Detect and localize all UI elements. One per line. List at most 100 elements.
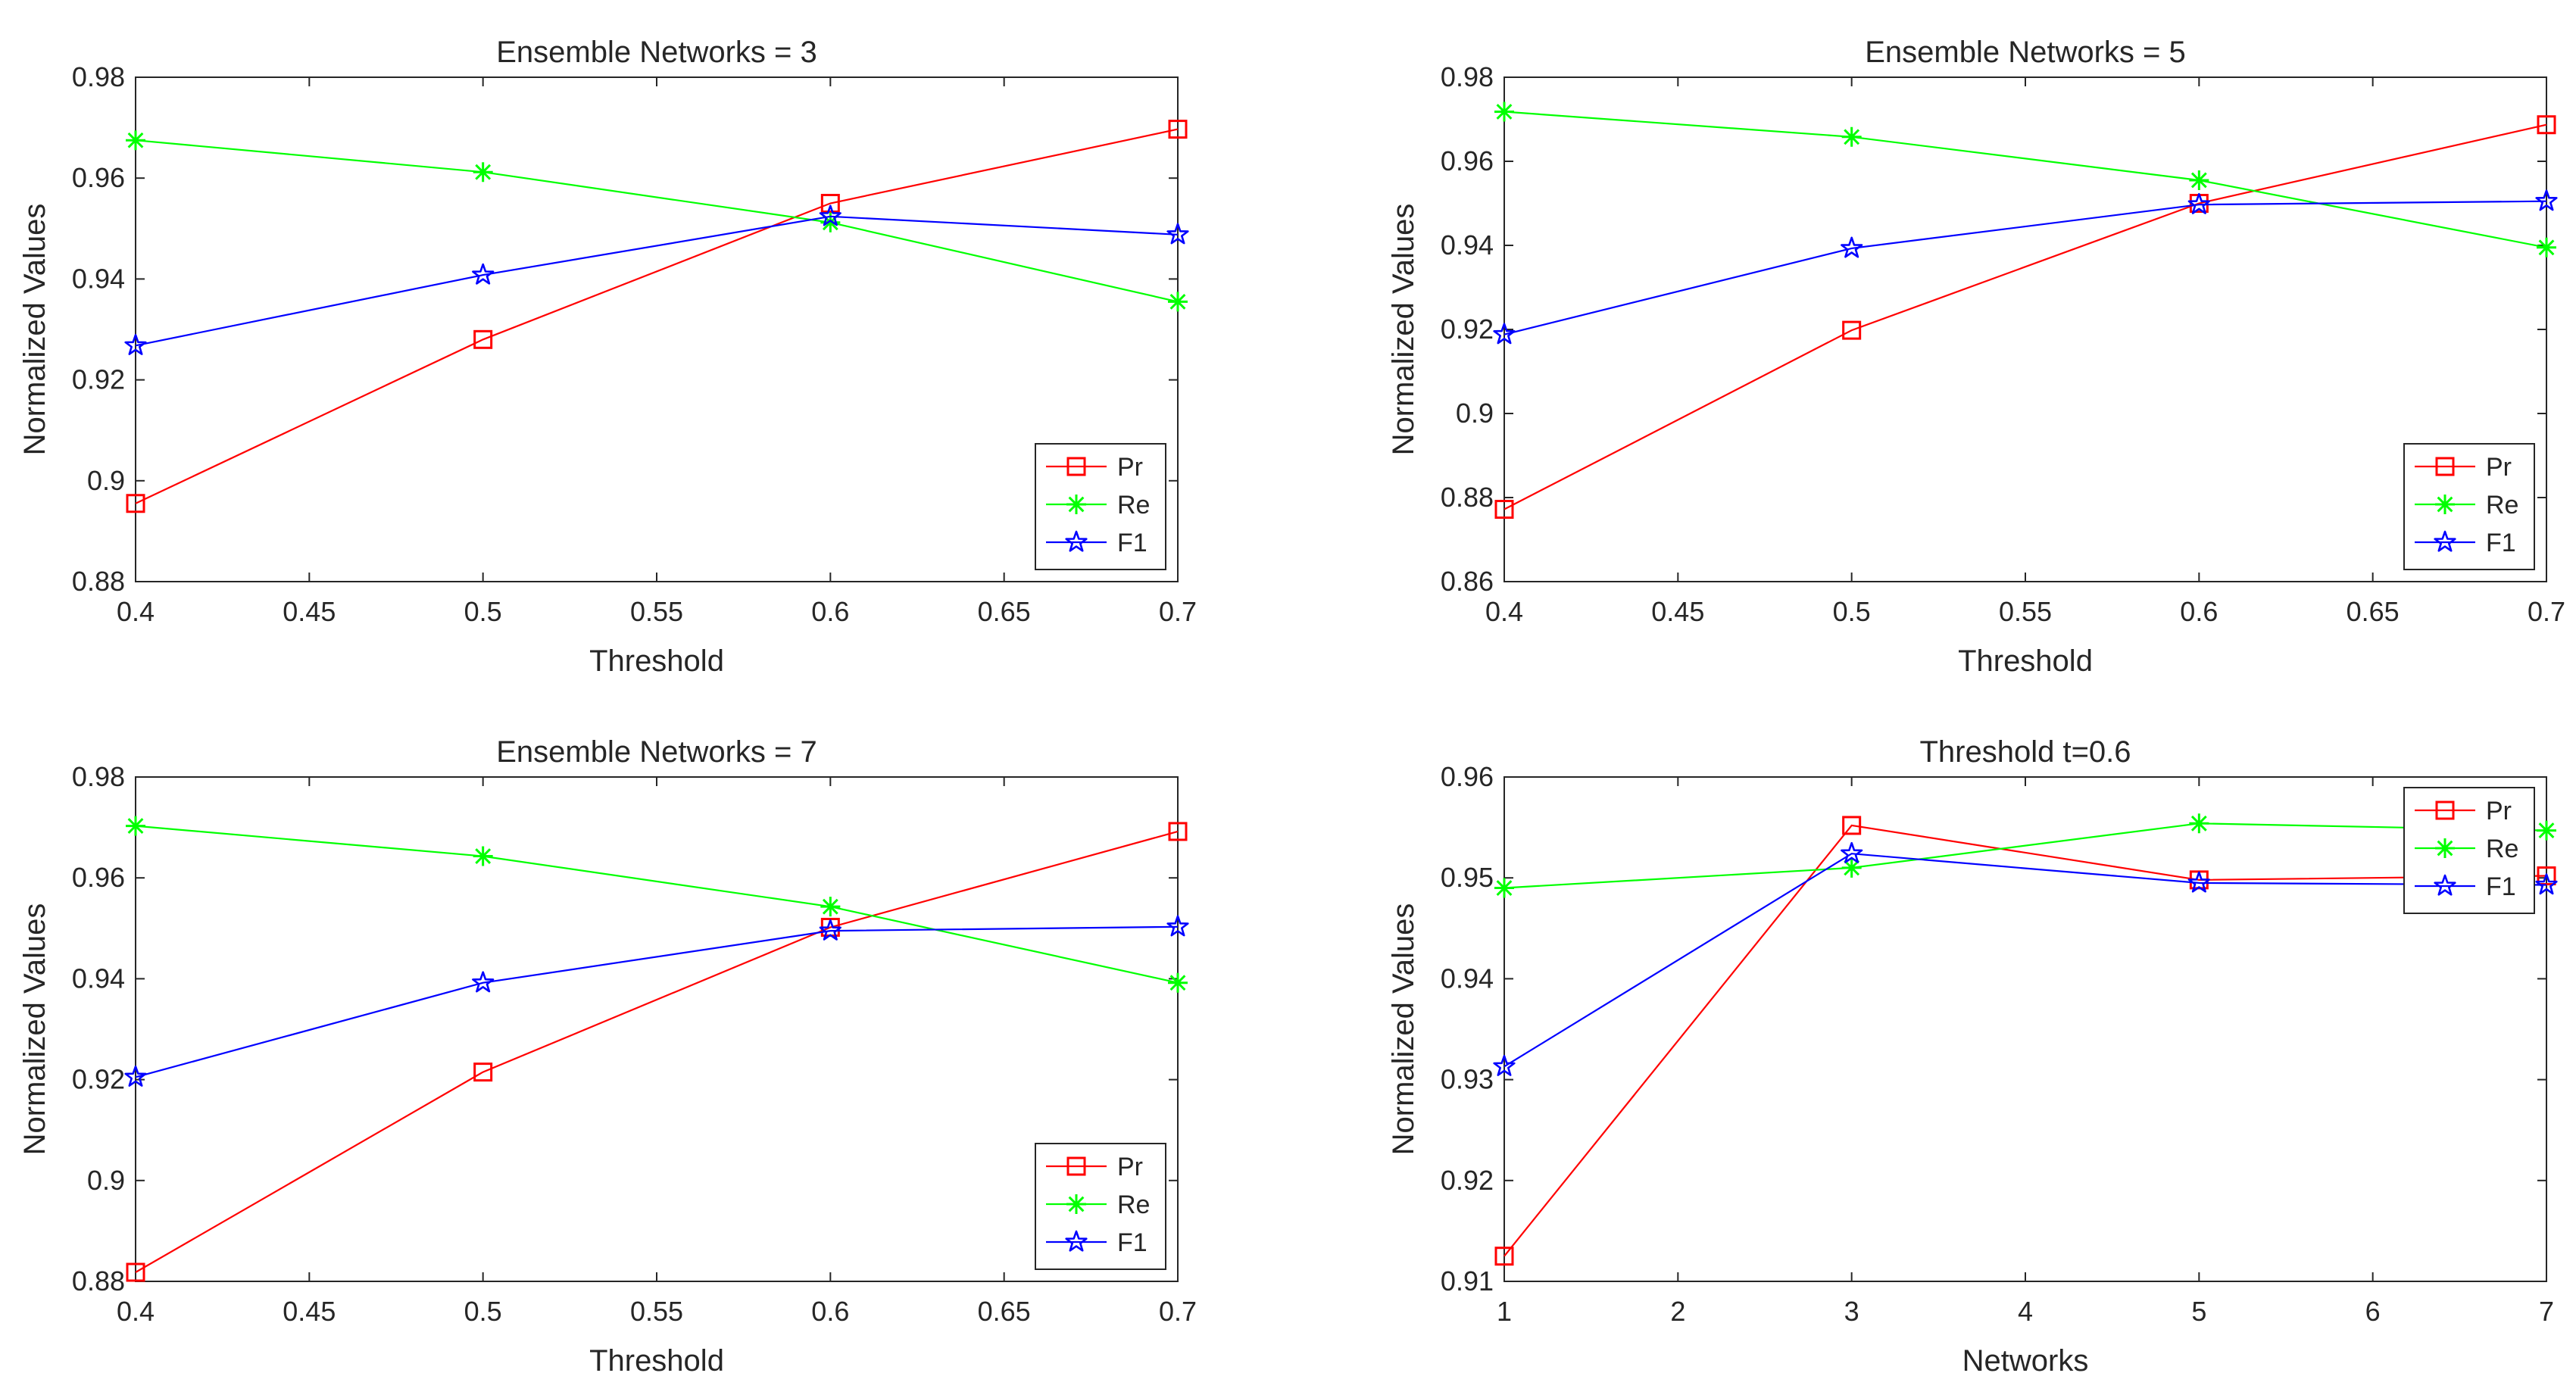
- data-point-f1: [124, 1066, 147, 1087]
- data-point-pr: [126, 494, 145, 513]
- legend-label-re: Re: [1117, 1190, 1150, 1219]
- legend-marker-re: [1066, 1194, 1086, 1214]
- legend: Pr Re F1: [2403, 443, 2535, 570]
- data-point-re: [1494, 101, 1514, 122]
- x-tick-label: 0.45: [1651, 596, 1704, 627]
- x-tick-label: 0.45: [283, 1296, 336, 1327]
- x-tick-label: 0.4: [117, 596, 155, 627]
- chart-panel-2: 0.4 0.45 0.5 0.55 0.6 0.65 0.7 0.86 0.88 0.9 0.92 0…: [1387, 36, 2565, 678]
- legend-label-f1: F1: [2486, 529, 2516, 557]
- y-tick-label: 0.98: [1441, 61, 1494, 92]
- data-point-re: [1168, 292, 1188, 312]
- data-point-re: [1841, 857, 1862, 878]
- x-tick-label: 0.7: [1159, 596, 1197, 627]
- y-tick-label: 0.96: [1441, 761, 1494, 792]
- y-tick-label: 0.94: [1441, 229, 1494, 261]
- y-tick-label: 0.88: [72, 566, 125, 597]
- legend-label-re: Re: [2486, 835, 2518, 863]
- x-tick-label: 0.6: [2180, 596, 2218, 627]
- data-point-pr: [1842, 320, 1862, 340]
- series-line-re: [1503, 111, 2547, 248]
- data-point-f1: [1841, 236, 1863, 258]
- legend-label-re: Re: [1117, 491, 1150, 520]
- x-tick-label: 5: [2191, 1296, 2206, 1327]
- data-point-f1: [819, 204, 841, 226]
- legend-box: [1035, 443, 1166, 570]
- x-tick-label: 0.65: [978, 596, 1031, 627]
- y-tick-label: 0.92: [1441, 314, 1494, 345]
- data-point-pr: [1494, 1247, 1514, 1266]
- chart-panel-3: 0.4 0.45 0.5 0.55 0.6 0.65 0.7 0.88 0.9 0.92 0.94 0…: [18, 735, 1197, 1378]
- y-axis-label: Normalized Values: [1387, 903, 1420, 1156]
- legend-label-f1: F1: [1117, 1228, 1147, 1257]
- data-point-pr: [1494, 500, 1514, 520]
- series-line-f1: [1503, 200, 2547, 335]
- x-tick-label: 0.55: [630, 596, 683, 627]
- plot-area-frame: [1503, 76, 2547, 582]
- y-tick-label: 0.9: [87, 465, 125, 496]
- legend-marker-f1: [2434, 530, 2456, 552]
- y-tick-label: 0.93: [1441, 1064, 1494, 1095]
- series-line-pr: [135, 128, 1179, 504]
- data-point-re: [2537, 237, 2556, 257]
- data-point-re: [2189, 813, 2209, 834]
- data-point-f1: [1841, 841, 1863, 863]
- y-axis-label: Normalized Values: [18, 204, 52, 456]
- data-point-f1: [1493, 1055, 1516, 1076]
- data-point-re: [820, 897, 841, 917]
- data-point-re: [2537, 820, 2556, 841]
- data-point-re: [2189, 170, 2209, 190]
- y-tick-label: 0.9: [87, 1165, 125, 1196]
- x-tick-label: 0.55: [1999, 596, 2052, 627]
- y-tick-label: 0.9: [1456, 398, 1494, 429]
- chart-title: Ensemble Networks = 3: [496, 36, 817, 69]
- series-line-re: [135, 825, 1179, 984]
- legend-box: [2403, 443, 2535, 570]
- legend-label-f1: F1: [2486, 872, 2516, 901]
- x-tick-label: 0.4: [1485, 596, 1523, 627]
- x-tick-label: 0.5: [1833, 596, 1871, 627]
- x-tick-label: 0.4: [117, 1296, 155, 1327]
- data-point-f1: [124, 333, 147, 355]
- data-point-pr: [1168, 822, 1188, 841]
- series-line-re: [1503, 822, 2547, 889]
- x-tick-label: 0.45: [283, 596, 336, 627]
- legend-marker-pr: [1066, 1156, 1086, 1176]
- chart-title: Ensemble Networks = 7: [496, 735, 817, 769]
- y-tick-label: 0.96: [72, 162, 125, 193]
- legend-label-pr: Pr: [2486, 453, 2512, 482]
- x-tick-label: 0.65: [978, 1296, 1031, 1327]
- data-point-re: [820, 212, 841, 232]
- series-line-f1: [135, 925, 1179, 1078]
- y-tick-label: 0.86: [1441, 566, 1494, 597]
- x-tick-label: 7: [2539, 1296, 2554, 1327]
- y-tick-label: 0.94: [72, 263, 125, 294]
- series-line-f1: [135, 215, 1179, 347]
- x-tick-label: 2: [1670, 1296, 1685, 1327]
- data-point-f1: [2535, 873, 2558, 895]
- y-tick-label: 0.96: [1441, 145, 1494, 176]
- data-point-f1: [1166, 223, 1189, 245]
- series-line-pr: [1503, 123, 2547, 510]
- legend-marker-pr: [1066, 457, 1086, 476]
- data-point-pr: [1842, 816, 1862, 835]
- data-point-pr: [2537, 115, 2556, 135]
- legend-label-pr: Pr: [1117, 1153, 1143, 1181]
- y-tick-label: 0.94: [1441, 963, 1494, 994]
- y-tick-label: 0.98: [72, 761, 125, 792]
- plot-area-frame: [1503, 776, 2547, 1282]
- legend: Pr Re F1: [1035, 443, 1166, 570]
- x-tick-label: 0.55: [630, 1296, 683, 1327]
- chart-panel-4: 1 2 3 4 5 6 7 0.91 0.92 0.93 0.94 0.95 0.96 Threshold…: [1387, 735, 2558, 1378]
- y-tick-label: 0.96: [72, 862, 125, 893]
- x-axis-label: Threshold: [589, 1344, 724, 1378]
- legend-marker-re: [2435, 495, 2455, 514]
- legend: Pr Re F1: [2403, 787, 2535, 914]
- data-point-pr: [126, 1262, 145, 1282]
- y-tick-label: 0.91: [1441, 1265, 1494, 1297]
- series-line-pr: [135, 830, 1179, 1273]
- data-point-f1: [2187, 871, 2210, 893]
- x-axis-label: Threshold: [589, 644, 724, 678]
- data-point-pr: [820, 194, 840, 213]
